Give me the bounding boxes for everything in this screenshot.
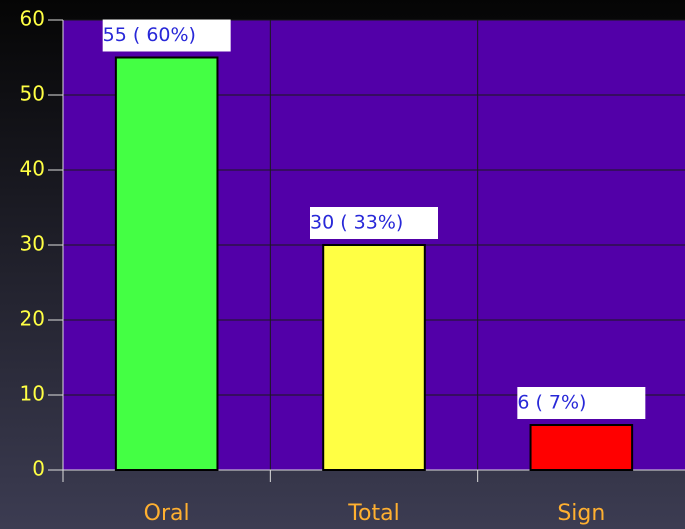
y-tick-label: 40: [20, 157, 45, 181]
y-tick-label: 10: [20, 382, 45, 406]
y-tick-label: 30: [20, 232, 45, 256]
value-label: 55 ( 60%): [103, 24, 196, 46]
value-label-box: [517, 387, 646, 419]
value-label-box: [102, 19, 231, 52]
x-tick-label: Sign: [557, 501, 605, 526]
y-tick-label: 50: [20, 82, 45, 106]
value-label-box: [310, 207, 438, 239]
bar: [322, 244, 426, 471]
value-label: 30 ( 33%): [310, 212, 403, 234]
value-label: 6 ( 7%): [517, 392, 586, 414]
y-tick-label: 0: [32, 457, 45, 481]
y-tick-label: 60: [20, 7, 45, 31]
bar: [114, 56, 219, 471]
bar: [529, 424, 634, 471]
x-tick-label: Total: [347, 501, 399, 526]
y-tick-label: 20: [20, 307, 45, 331]
x-tick-label: Oral: [144, 501, 190, 526]
